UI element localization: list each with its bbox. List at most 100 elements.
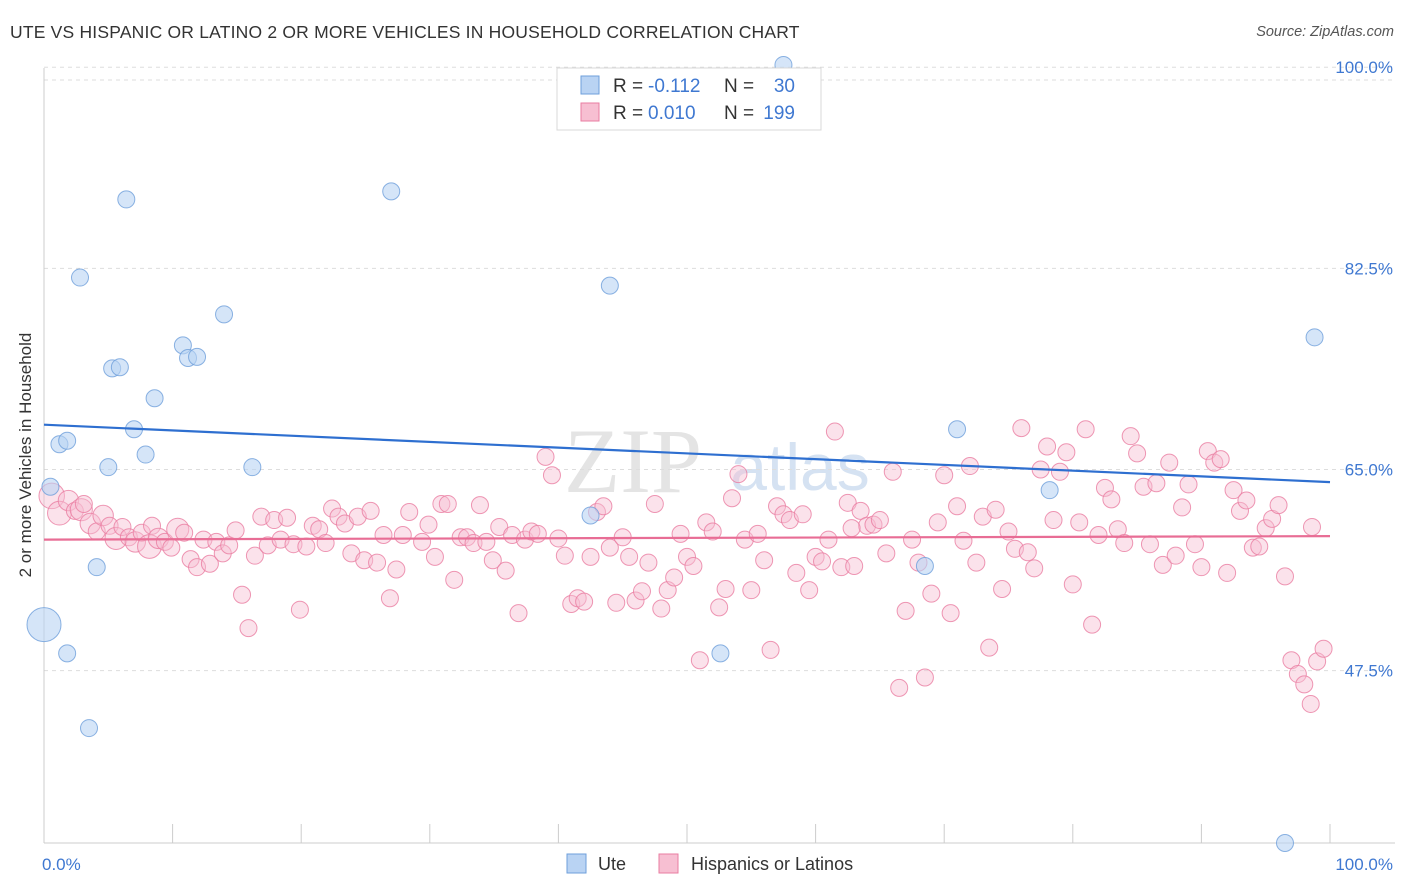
hispanic-point: [928, 513, 947, 532]
hispanic-point: [697, 513, 716, 532]
hispanic-point: [1018, 543, 1037, 562]
hispanic-point: [1057, 443, 1076, 462]
hispanic-point: [870, 511, 889, 530]
hispanic-point: [851, 501, 870, 520]
ute-point: [188, 347, 207, 366]
hispanic-point: [877, 544, 896, 563]
hispanic-point: [986, 500, 1005, 519]
hispanic-point: [626, 591, 645, 610]
hispanic-point: [316, 534, 335, 553]
stats-r-value: 0.010: [648, 103, 696, 124]
hispanic-point: [542, 466, 561, 485]
hispanic-point: [890, 678, 909, 697]
hispanic-point: [425, 547, 444, 566]
hispanic-point: [47, 500, 72, 526]
hispanic-point: [239, 619, 258, 638]
hispanic-point: [748, 524, 767, 543]
hispanic-point: [838, 493, 857, 512]
hispanic-point: [581, 547, 600, 566]
hispanic-point: [490, 517, 509, 536]
hispanic-point: [825, 422, 844, 441]
hispanic-point: [1198, 442, 1217, 461]
hispanic-point: [883, 462, 902, 481]
hispanic-point: [1044, 511, 1063, 530]
hispanic-point: [1173, 498, 1192, 517]
stats-swatch: [580, 75, 600, 95]
hispanic-point: [400, 503, 419, 522]
hispanic-point: [948, 497, 967, 516]
hispanic-point: [162, 538, 181, 557]
hispanic-point: [1128, 444, 1147, 463]
hispanic-point: [639, 553, 658, 572]
hispanic-point: [1218, 563, 1237, 582]
stats-n-label: N =: [724, 76, 754, 97]
ute-trend-line: [43, 423, 1331, 484]
hispanic-point: [92, 504, 114, 527]
hispanic-point: [536, 447, 555, 466]
hispanic-point: [1269, 496, 1288, 515]
hispanic-point: [1211, 450, 1230, 469]
hispanic-point: [1314, 639, 1333, 658]
y-tick-label: 100.0%: [1335, 58, 1393, 77]
hispanic-point: [393, 525, 412, 544]
hispanic-point: [915, 668, 934, 687]
ute-point: [1040, 481, 1059, 500]
ute-point: [99, 458, 118, 477]
hispanic-point: [755, 551, 774, 570]
ute-point: [136, 445, 155, 464]
hispanic-point: [1089, 525, 1108, 544]
hispanic-point: [297, 537, 316, 556]
hispanic-point: [1102, 490, 1121, 509]
hispanic-point: [380, 589, 399, 608]
hispanic-point: [787, 563, 806, 582]
ute-point: [58, 644, 77, 663]
stats-legend-box: [556, 67, 822, 131]
hispanic-point: [1275, 567, 1294, 586]
x-tick-label: 0.0%: [42, 855, 81, 874]
ute-point: [80, 719, 99, 738]
hispanic-point: [690, 651, 709, 670]
hispanic-point: [594, 497, 613, 516]
hispanic-point: [864, 515, 883, 534]
hispanic-point: [1243, 538, 1262, 557]
hispanic-point: [684, 557, 703, 576]
hispanic-point: [896, 601, 915, 620]
hispanic-point: [1095, 478, 1114, 497]
ute-point: [87, 558, 106, 577]
hispanic-point: [1166, 546, 1185, 565]
ute-point: [117, 190, 136, 209]
hispanic-point: [819, 530, 838, 549]
hispanic-point: [999, 522, 1018, 541]
hispanic-point: [723, 489, 742, 508]
hispanic-point: [445, 570, 464, 589]
hispanic-point: [980, 638, 999, 657]
hispanic-point: [607, 593, 626, 612]
hispanic-point: [813, 552, 832, 571]
hispanic-point: [1185, 535, 1204, 554]
hispanic-point: [1237, 491, 1256, 510]
hispanic-point: [954, 531, 973, 550]
hispanic-point: [226, 521, 245, 540]
stats-n-label: N =: [724, 103, 754, 124]
hispanic-point: [413, 532, 432, 551]
hispanic-point: [290, 600, 309, 619]
hispanic-point: [941, 604, 960, 623]
hispanic-point: [329, 507, 348, 526]
hispanic-point: [800, 581, 819, 600]
hispanic-point: [200, 554, 219, 573]
hispanic-point: [124, 531, 147, 553]
hispanic-point: [1147, 474, 1166, 493]
ute-point: [382, 182, 401, 201]
hispanic-point: [1050, 462, 1069, 481]
hispanic-point: [245, 546, 264, 565]
legend-label: Ute: [598, 854, 626, 874]
ute-point: [145, 389, 164, 408]
ute-point: [243, 458, 262, 477]
hispanic-point: [620, 547, 639, 566]
hispanic-point: [967, 553, 986, 572]
hispanic-point: [665, 568, 684, 587]
hispanic-point: [678, 547, 696, 566]
hispanic-point: [74, 494, 93, 513]
hispanic-point: [742, 581, 761, 600]
